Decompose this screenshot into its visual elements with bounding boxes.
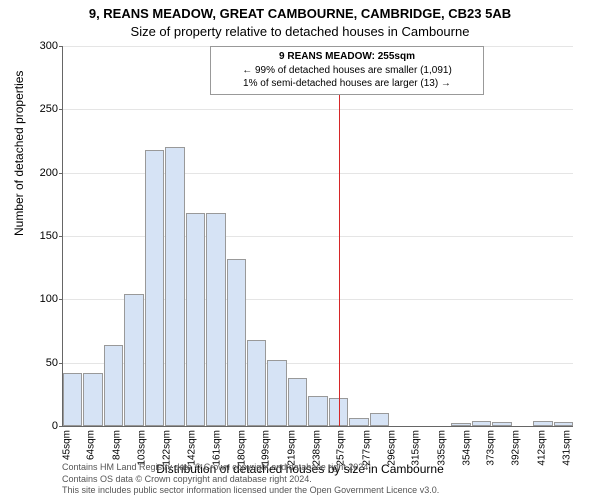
- y-tick-mark: [59, 426, 63, 427]
- histogram-bar: [370, 413, 389, 426]
- x-tick-label: 45sqm: [61, 430, 72, 460]
- y-tick-mark: [59, 109, 63, 110]
- histogram-bar: [451, 423, 470, 426]
- histogram-bar: [267, 360, 286, 426]
- x-tick-label: 142sqm: [187, 430, 198, 466]
- histogram-bar: [83, 373, 102, 426]
- y-tick-label: 100: [28, 293, 58, 305]
- y-tick-label: 250: [28, 103, 58, 115]
- histogram-bar: [104, 345, 123, 426]
- x-tick-label: 219sqm: [287, 430, 298, 466]
- gridline: [63, 109, 573, 110]
- y-tick-label: 150: [28, 230, 58, 242]
- x-tick-label: 335sqm: [437, 430, 448, 466]
- histogram-bar: [349, 418, 368, 426]
- legend-line-2: ← 99% of detached houses are smaller (1,…: [217, 64, 477, 78]
- histogram-bar: [308, 396, 327, 426]
- y-tick-mark: [59, 236, 63, 237]
- histogram-bar: [186, 213, 205, 426]
- y-tick-mark: [59, 46, 63, 47]
- property-marker-line: [339, 46, 340, 426]
- y-tick-mark: [59, 173, 63, 174]
- histogram-bar: [145, 150, 164, 426]
- x-tick-label: 199sqm: [261, 430, 272, 466]
- histogram-bar: [492, 422, 511, 426]
- x-tick-label: 431sqm: [561, 430, 572, 466]
- x-tick-label: 315sqm: [411, 430, 422, 466]
- histogram-bar: [247, 340, 266, 426]
- legend-line-3: 1% of semi-detached houses are larger (1…: [217, 77, 477, 91]
- histogram-bar: [533, 421, 552, 426]
- chart-title-main: 9, REANS MEADOW, GREAT CAMBOURNE, CAMBRI…: [0, 6, 600, 21]
- y-tick-mark: [59, 363, 63, 364]
- x-tick-label: 64sqm: [86, 430, 97, 460]
- histogram-bar: [472, 421, 491, 426]
- y-tick-label: 200: [28, 167, 58, 179]
- legend-box: 9 REANS MEADOW: 255sqm ← 99% of detached…: [210, 46, 484, 95]
- x-tick-label: 238sqm: [311, 430, 322, 466]
- x-tick-label: 103sqm: [136, 430, 147, 466]
- y-tick-label: 300: [28, 40, 58, 52]
- histogram-bar: [206, 213, 225, 426]
- x-tick-label: 84sqm: [112, 430, 123, 460]
- histogram-bar: [124, 294, 143, 426]
- x-tick-label: 277sqm: [362, 430, 373, 466]
- x-tick-label: 373sqm: [486, 430, 497, 466]
- x-tick-label: 412sqm: [536, 430, 547, 466]
- y-tick-label: 50: [28, 357, 58, 369]
- histogram-bar: [288, 378, 307, 426]
- plot-area: 45sqm64sqm84sqm103sqm122sqm142sqm161sqm1…: [62, 46, 573, 427]
- x-tick-label: 161sqm: [212, 430, 223, 466]
- y-tick-mark: [59, 299, 63, 300]
- legend-line-1: 9 REANS MEADOW: 255sqm: [217, 50, 477, 64]
- x-tick-label: 296sqm: [386, 430, 397, 466]
- attribution-text: Contains HM Land Registry data © Crown c…: [62, 462, 572, 496]
- x-tick-label: 122sqm: [161, 430, 172, 466]
- y-axis-label: Number of detached properties: [12, 71, 26, 236]
- gridline: [63, 173, 573, 174]
- histogram-bar: [227, 259, 246, 426]
- property-size-chart: 9, REANS MEADOW, GREAT CAMBOURNE, CAMBRI…: [0, 0, 600, 500]
- x-tick-label: 257sqm: [336, 430, 347, 466]
- histogram-bar: [63, 373, 82, 426]
- x-tick-label: 354sqm: [461, 430, 472, 466]
- histogram-bar: [554, 422, 573, 426]
- chart-title-sub: Size of property relative to detached ho…: [0, 24, 600, 39]
- gridline: [63, 236, 573, 237]
- y-tick-label: 0: [28, 420, 58, 432]
- x-tick-label: 392sqm: [511, 430, 522, 466]
- x-tick-label: 180sqm: [236, 430, 247, 466]
- histogram-bar: [165, 147, 184, 426]
